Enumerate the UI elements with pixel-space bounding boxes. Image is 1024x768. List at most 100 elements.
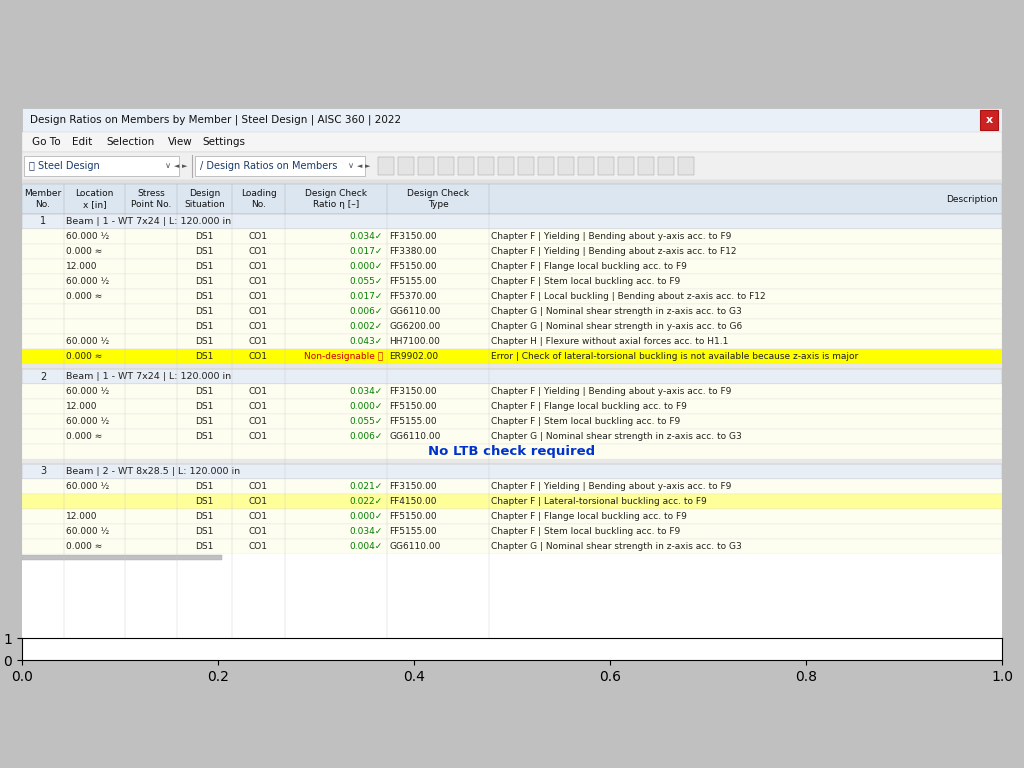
Text: CO1: CO1 bbox=[249, 322, 267, 331]
Bar bbox=[22, 274, 1002, 289]
Text: ∨: ∨ bbox=[348, 161, 354, 170]
Text: GG6110.00: GG6110.00 bbox=[389, 432, 440, 441]
Text: HH7100.00: HH7100.00 bbox=[389, 337, 440, 346]
Text: Non-designable ⛔: Non-designable ⛔ bbox=[304, 352, 383, 361]
Bar bbox=[498, 157, 514, 175]
Bar bbox=[378, 157, 394, 175]
Text: ►|: ►| bbox=[55, 645, 65, 654]
Text: CO1: CO1 bbox=[249, 497, 267, 506]
Text: 0.043✓: 0.043✓ bbox=[350, 337, 383, 346]
Bar bbox=[22, 554, 1002, 660]
Text: ◄: ◄ bbox=[174, 163, 179, 169]
Bar bbox=[22, 539, 1002, 554]
Text: 0.000 ≈: 0.000 ≈ bbox=[66, 292, 102, 301]
Text: ►: ► bbox=[997, 645, 1004, 654]
Bar bbox=[438, 157, 454, 175]
Text: Chapter G | Nominal shear strength in z-axis acc. to G3: Chapter G | Nominal shear strength in z-… bbox=[490, 432, 741, 441]
Text: 12.000: 12.000 bbox=[66, 402, 97, 411]
Text: CO1: CO1 bbox=[249, 262, 267, 271]
Bar bbox=[22, 494, 1002, 509]
Text: 0.006✓: 0.006✓ bbox=[349, 307, 383, 316]
Text: DS1: DS1 bbox=[195, 482, 213, 491]
Text: 60.000 ½: 60.000 ½ bbox=[66, 482, 110, 491]
Text: Edit: Edit bbox=[72, 137, 92, 147]
Bar bbox=[22, 414, 1002, 429]
Text: Design
Situation: Design Situation bbox=[184, 189, 225, 209]
Text: 60.000 ½: 60.000 ½ bbox=[66, 277, 110, 286]
Text: Chapter F | Yielding | Bending about z-axis acc. to F12: Chapter F | Yielding | Bending about z-a… bbox=[490, 247, 736, 256]
Bar bbox=[518, 157, 534, 175]
Text: Chapter G | Nominal shear strength in z-axis acc. to G3: Chapter G | Nominal shear strength in z-… bbox=[490, 307, 741, 316]
Bar bbox=[458, 157, 474, 175]
Text: 0.000✓: 0.000✓ bbox=[349, 512, 383, 521]
Text: Design Ratios by Material: Design Ratios by Material bbox=[425, 645, 528, 654]
Text: Design Ratios by Member: Design Ratios by Member bbox=[691, 645, 795, 654]
Text: Chapter F | Stem local buckling acc. to F9: Chapter F | Stem local buckling acc. to … bbox=[490, 277, 680, 286]
Text: ⤷ Steel Design: ⤷ Steel Design bbox=[29, 161, 99, 171]
Bar bbox=[22, 524, 1002, 539]
Bar bbox=[22, 349, 1002, 364]
Text: 5 of 6: 5 of 6 bbox=[67, 645, 91, 654]
Text: Chapter F | Flange local buckling acc. to F9: Chapter F | Flange local buckling acc. t… bbox=[490, 402, 687, 411]
Text: Error | Check of lateral-torsional buckling is not available because z-axis is m: Error | Check of lateral-torsional buckl… bbox=[490, 352, 858, 361]
Text: CO1: CO1 bbox=[249, 542, 267, 551]
Text: GG6200.00: GG6200.00 bbox=[389, 322, 440, 331]
Text: ►: ► bbox=[182, 163, 187, 169]
Bar bbox=[22, 244, 1002, 259]
Text: FF5150.00: FF5150.00 bbox=[389, 402, 436, 411]
Text: 60.000 ½: 60.000 ½ bbox=[66, 527, 110, 536]
Bar bbox=[980, 110, 998, 130]
Bar bbox=[618, 157, 634, 175]
Text: DS1: DS1 bbox=[195, 542, 213, 551]
Text: View: View bbox=[168, 137, 193, 147]
Text: Design Check
Ratio η [–]: Design Check Ratio η [–] bbox=[305, 189, 367, 209]
Bar bbox=[22, 229, 1002, 244]
Bar bbox=[678, 157, 694, 175]
Text: Member
No.: Member No. bbox=[25, 189, 61, 209]
Text: 0.000 ≈: 0.000 ≈ bbox=[66, 432, 102, 441]
Text: ►: ► bbox=[365, 163, 371, 169]
Text: Description: Description bbox=[946, 194, 998, 204]
Text: 0.002✓: 0.002✓ bbox=[350, 322, 383, 331]
Bar bbox=[275, 641, 407, 659]
Text: Chapter F | Flange local buckling acc. to F9: Chapter F | Flange local buckling acc. t… bbox=[490, 262, 687, 271]
Text: Stress
Point No.: Stress Point No. bbox=[131, 189, 171, 209]
Text: No LTB check required: No LTB check required bbox=[428, 445, 596, 458]
Text: CO1: CO1 bbox=[249, 292, 267, 301]
Bar bbox=[22, 479, 1002, 494]
Text: Chapter F | Lateral-torsional buckling acc. to F9: Chapter F | Lateral-torsional buckling a… bbox=[490, 497, 707, 506]
Text: Chapter G | Nominal shear strength in y-axis acc. to G6: Chapter G | Nominal shear strength in y-… bbox=[490, 322, 742, 331]
Text: 12.000: 12.000 bbox=[66, 262, 97, 271]
Text: 0.000 ≈: 0.000 ≈ bbox=[66, 352, 102, 361]
Text: 60.000 ½: 60.000 ½ bbox=[66, 387, 110, 396]
Text: Design Ratios by Section: Design Ratios by Section bbox=[562, 645, 662, 654]
Text: GG6110.00: GG6110.00 bbox=[389, 542, 440, 551]
Bar bbox=[22, 640, 1002, 660]
Text: 60.000 ½: 60.000 ½ bbox=[66, 417, 110, 426]
Text: 0.006✓: 0.006✓ bbox=[349, 432, 383, 441]
Text: FF5155.00: FF5155.00 bbox=[389, 277, 436, 286]
Bar bbox=[22, 555, 222, 560]
Text: Chapter F | Flange local buckling acc. to F9: Chapter F | Flange local buckling acc. t… bbox=[490, 512, 687, 521]
Text: FF5155.00: FF5155.00 bbox=[389, 417, 436, 426]
Text: Design Ratios by Design Situation: Design Ratios by Design Situation bbox=[118, 645, 253, 654]
Bar bbox=[22, 429, 1002, 444]
Bar bbox=[22, 509, 1002, 524]
Text: Beam | 2 - WT 8x28.5 | L: 120.000 in: Beam | 2 - WT 8x28.5 | L: 120.000 in bbox=[66, 467, 240, 476]
Text: CO1: CO1 bbox=[249, 352, 267, 361]
Text: 0.000 ≈: 0.000 ≈ bbox=[66, 542, 102, 551]
Bar bbox=[22, 108, 1002, 132]
Text: 1: 1 bbox=[40, 217, 46, 227]
Text: CO1: CO1 bbox=[249, 277, 267, 286]
Text: ◄: ◄ bbox=[357, 163, 362, 169]
Text: Design Ratios by Loading: Design Ratios by Loading bbox=[290, 645, 392, 654]
Text: DS1: DS1 bbox=[195, 322, 213, 331]
Text: Location
x [in]: Location x [in] bbox=[76, 189, 114, 209]
Bar bbox=[398, 157, 414, 175]
Text: DS1: DS1 bbox=[195, 432, 213, 441]
Text: FF5370.00: FF5370.00 bbox=[389, 292, 436, 301]
Bar bbox=[22, 259, 1002, 274]
Text: x: x bbox=[985, 115, 992, 125]
Bar bbox=[558, 157, 574, 175]
Text: 0.017✓: 0.017✓ bbox=[349, 247, 383, 256]
